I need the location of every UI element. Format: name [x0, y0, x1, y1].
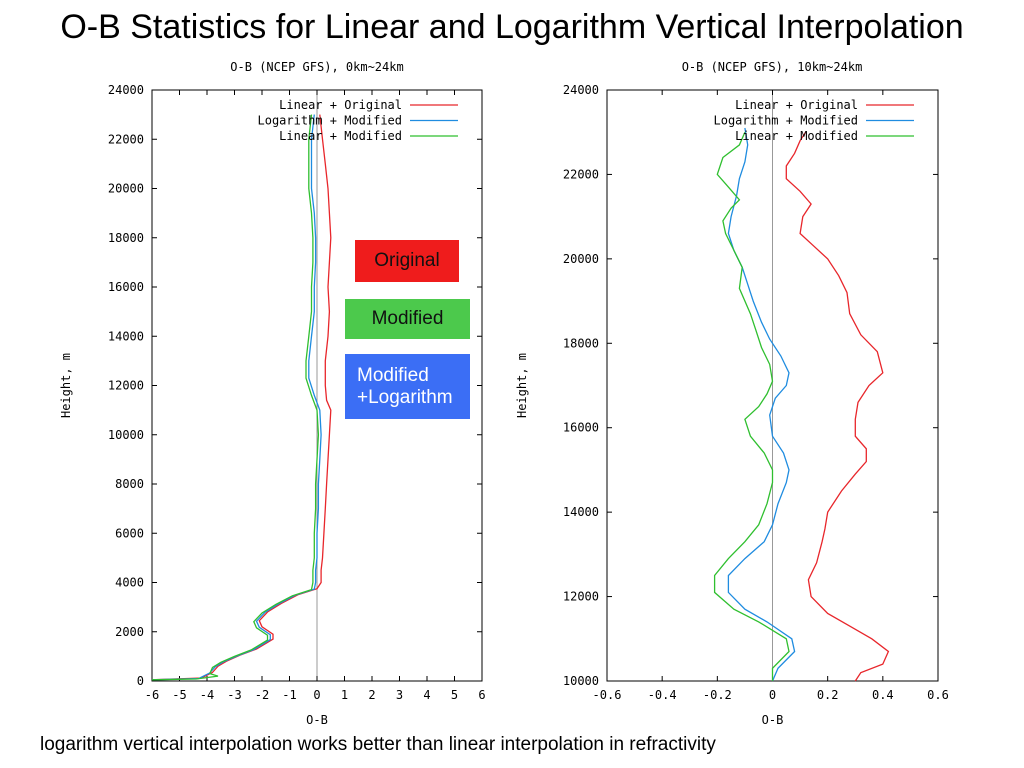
x-tick-label: -5: [172, 688, 186, 702]
y-tick-label: 16000: [563, 421, 599, 435]
y-tick-label: 8000: [115, 477, 144, 491]
series-line-1: [727, 127, 796, 682]
x-tick-label: 0.4: [872, 688, 894, 702]
x-tick-label: 0: [769, 688, 776, 702]
y-tick-label: 16000: [108, 280, 144, 294]
x-tick-label: 0.6: [927, 688, 949, 702]
y-tick-label: 2000: [115, 625, 144, 639]
x-tick-label: 0: [313, 688, 320, 702]
x-tick-label: -3: [227, 688, 241, 702]
slide-title: O-B Statistics for Linear and Logarithm …: [60, 8, 964, 46]
y-tick-label: 18000: [563, 336, 599, 350]
modified-logarithm-badge-line2: +Logarithm: [357, 386, 453, 408]
y-tick-label: 20000: [563, 252, 599, 266]
slide-caption: logarithm vertical interpolation works b…: [40, 734, 716, 755]
modified-logarithm-badge-line1: Modified: [357, 364, 429, 386]
modified-badge: Modified: [345, 299, 470, 339]
x-tick-label: 2: [368, 688, 375, 702]
x-tick-label: -0.2: [703, 688, 732, 702]
x-tick-label: 1: [341, 688, 348, 702]
series-line-0: [151, 114, 332, 681]
y-tick-label: 0: [137, 674, 144, 688]
y-tick-label: 4000: [115, 576, 144, 590]
modified-logarithm-badge: Modified +Logarithm: [345, 354, 470, 419]
y-tick-label: 14000: [563, 505, 599, 519]
y-tick-label: 14000: [108, 329, 144, 343]
x-tick-label: -0.4: [648, 688, 677, 702]
legend-label: Linear + Modified: [735, 129, 858, 143]
x-tick-label: -6: [145, 688, 159, 702]
x-tick-label: 4: [423, 688, 430, 702]
y-tick-label: 22000: [108, 132, 144, 146]
x-tick-label: 5: [451, 688, 458, 702]
x-tick-label: 0.2: [817, 688, 839, 702]
x-tick-label: -1: [282, 688, 296, 702]
legend-label: Logarithm + Modified: [714, 114, 859, 128]
legend-label: Linear + Original: [735, 98, 858, 112]
y-tick-label: 12000: [563, 590, 599, 604]
x-tick-label: 6: [478, 688, 485, 702]
series-line-2: [151, 114, 320, 681]
legend-label: Linear + Original: [279, 98, 402, 112]
x-tick-label: -4: [200, 688, 214, 702]
y-tick-label: 18000: [108, 231, 144, 245]
y-axis-label: Height, m: [59, 353, 73, 418]
x-axis-label: O-B: [762, 713, 784, 727]
y-axis-label: Height, m: [515, 353, 529, 418]
x-tick-label: 3: [396, 688, 403, 702]
x-tick-label: -2: [255, 688, 269, 702]
legend-label: Linear + Modified: [279, 129, 402, 143]
original-badge: Original: [355, 240, 459, 282]
y-tick-label: 6000: [115, 526, 144, 540]
x-tick-label: -0.6: [593, 688, 622, 702]
y-tick-label: 20000: [108, 182, 144, 196]
x-axis-label: O-B: [306, 713, 328, 727]
chart-title: O-B (NCEP GFS), 10km~24km: [682, 60, 863, 74]
y-tick-label: 24000: [108, 83, 144, 97]
y-tick-label: 10000: [108, 428, 144, 442]
chart-title: O-B (NCEP GFS), 0km~24km: [230, 60, 403, 74]
legend-label: Logarithm + Modified: [258, 114, 403, 128]
y-tick-label: 12000: [108, 379, 144, 393]
series-line-2: [713, 131, 790, 681]
y-tick-label: 24000: [563, 83, 599, 97]
series-line-0: [785, 131, 890, 682]
y-tick-label: 10000: [563, 674, 599, 688]
series-line-1: [151, 114, 322, 681]
original-badge-label: Original: [374, 250, 440, 271]
modified-badge-label: Modified: [371, 308, 444, 329]
y-tick-label: 22000: [563, 167, 599, 181]
